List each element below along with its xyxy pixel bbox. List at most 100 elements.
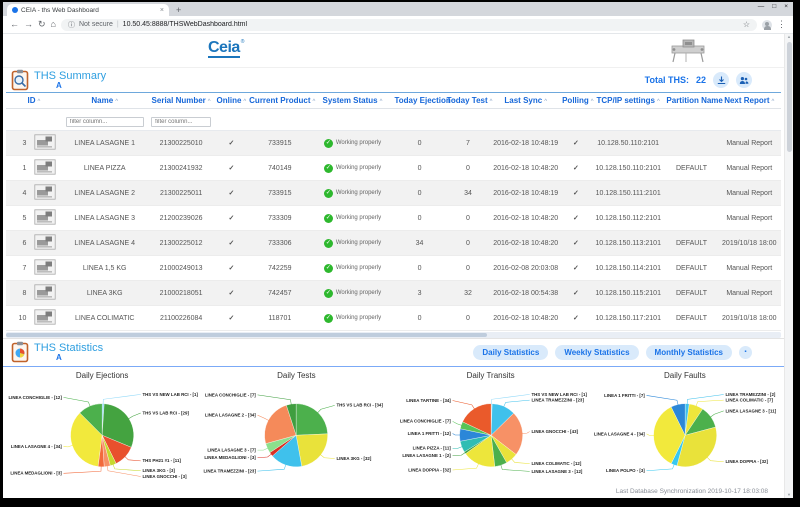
column-header-next-report[interactable]: Next Report ^ — [717, 92, 781, 109]
browser-tab[interactable]: CEIA - ths Web Dashboard × — [7, 4, 169, 16]
pie-label: LINEA LASAGNE 3 - [11] — [725, 408, 776, 413]
scroll-up-icon[interactable]: ▲ — [787, 34, 791, 39]
forward-button[interactable]: → — [24, 19, 33, 29]
window-close-button[interactable]: × — [784, 3, 788, 10]
column-header-polling[interactable]: Polling ^ — [561, 92, 594, 109]
column-header-serial-number[interactable]: Serial Number ^ — [147, 92, 215, 109]
label-leader-line — [452, 446, 463, 449]
filter-cell — [490, 108, 562, 131]
cell-serial-number: 21300241932 — [147, 155, 215, 181]
column-label: Last Sync — [504, 96, 543, 105]
sort-caret-icon[interactable]: ^ — [771, 99, 775, 105]
home-button[interactable]: ⌂ — [50, 19, 56, 29]
sort-caret-icon[interactable]: ^ — [243, 99, 247, 105]
column-header-current-product[interactable]: Current Product ^ — [248, 92, 315, 109]
browser-menu-icon[interactable]: ⋮ — [777, 19, 786, 29]
window-minimize-button[interactable]: — — [757, 3, 765, 10]
cell-current-product: 742259 — [248, 255, 312, 281]
statistics-options-button[interactable]: ▪ — [739, 345, 752, 359]
polling-check-icon: ✓ — [561, 155, 591, 181]
column-label: Name — [91, 96, 114, 105]
pie-label: THS PH21 #1 - [11] — [142, 458, 181, 463]
column-header-tcp-ip-settings[interactable]: TCP/IP settings ^ — [590, 92, 666, 109]
tab-strip: CEIA - ths Web Dashboard × + — □ × — [3, 2, 793, 16]
table-row[interactable]: 1 LINEA PIZZA 21300241932 ✓ 740149 ✓ Wor… — [6, 155, 781, 181]
filter-input-serial-number[interactable] — [151, 117, 212, 127]
cell-name: LINEA LASAGNE 1 — [61, 130, 148, 156]
cell-current-product: 118701 — [248, 305, 312, 331]
horizontal-scrollbar-thumb[interactable] — [6, 333, 487, 337]
window-maximize-button[interactable]: □ — [772, 3, 777, 10]
label-leader-line — [257, 414, 270, 421]
sort-caret-icon[interactable]: ^ — [379, 99, 383, 105]
scroll-down-icon[interactable]: ▼ — [787, 492, 791, 497]
scrollbar-thumb[interactable] — [786, 42, 792, 152]
button-weekly-statistics[interactable]: Weekly Statistics — [555, 344, 639, 360]
pie-label: LINEA PIZZA - [11] — [412, 446, 451, 451]
cell-system-status: ✓ Working properly — [311, 205, 394, 231]
column-header-system-status[interactable]: System Status ^ — [311, 92, 394, 109]
filter-cell — [311, 108, 394, 131]
column-header-online[interactable]: Online ^ — [214, 92, 249, 109]
button-daily-statistics[interactable]: Daily Statistics — [473, 344, 549, 360]
filter-cell — [561, 108, 591, 131]
label-leader-line — [452, 452, 466, 457]
table-row[interactable]: 5 LINEA LASAGNE 3 21200239026 ✓ 733309 ✓… — [6, 205, 781, 231]
reload-button[interactable]: ↻ — [38, 19, 46, 29]
label-leader-line — [257, 394, 292, 405]
url-field[interactable]: ⓘ Not secure | 10.50.45:8888/THSWebDashb… — [60, 18, 757, 31]
pie-label: LINEA TRAMEZZINI - [2] — [725, 392, 775, 397]
label-leader-line — [63, 444, 74, 448]
column-header-partition-name[interactable]: Partition Name ^ — [665, 92, 728, 109]
bookmark-star-icon[interactable]: ☆ — [742, 20, 750, 29]
export-button[interactable] — [713, 72, 729, 88]
tab-close-icon[interactable]: × — [159, 6, 164, 14]
cell-name: LINEA LASAGNE 2 — [61, 180, 148, 206]
summary-sort-indicator[interactable]: A — [56, 81, 62, 90]
table-row[interactable]: 3 LINEA LASAGNE 1 21300225010 ✓ 733915 ✓… — [6, 130, 781, 156]
table-row[interactable]: 4 LINEA LASAGNE 2 21300225011 ✓ 733915 ✓… — [6, 180, 781, 206]
cell-system-status: ✓ Working properly — [311, 230, 394, 256]
filter-input-name[interactable] — [65, 117, 144, 127]
table-row[interactable]: 8 LINEA 3KG 21000218051 ✓ 742457 ✓ Worki… — [6, 280, 781, 306]
filter-cell — [590, 108, 666, 131]
horizontal-scrollbar[interactable] — [6, 332, 781, 338]
table-row[interactable]: 7 LINEA 1,5 KG 21000249013 ✓ 742259 ✓ Wo… — [6, 255, 781, 281]
column-label: Serial Number — [151, 96, 206, 105]
statistics-sort-indicator[interactable]: A — [56, 353, 62, 362]
column-header-last-sync[interactable]: Last Sync ^ — [490, 92, 562, 109]
column-header-id[interactable]: ID ^ — [6, 92, 62, 109]
pie-label: LINEA 3KG - [3] — [142, 468, 175, 473]
profile-avatar-icon[interactable] — [762, 19, 772, 30]
column-header-today-ejection[interactable]: Today Ejection ^ — [393, 92, 456, 109]
cell-partition-name — [665, 130, 718, 156]
sort-caret-icon[interactable]: ^ — [207, 99, 211, 105]
pie-label: LINEA LASAGNE 3 - [7] — [208, 448, 257, 453]
back-button[interactable]: ← — [10, 19, 19, 29]
sort-caret-icon[interactable]: ^ — [544, 99, 548, 105]
sort-caret-icon[interactable]: ^ — [489, 99, 493, 105]
site-info-icon[interactable]: ⓘ — [67, 21, 75, 29]
page-scrollbar[interactable]: ▲ ▼ — [784, 34, 793, 498]
status-text: Working properly — [335, 140, 382, 146]
sort-caret-icon[interactable]: ^ — [37, 99, 41, 105]
machine-thumbnail — [28, 130, 62, 156]
column-header-today-test[interactable]: Today Test ^ — [445, 92, 493, 109]
table-row[interactable]: 6 LINEA LASAGNE 4 21300225012 ✓ 733306 ✓… — [6, 230, 781, 256]
sort-caret-icon[interactable]: ^ — [312, 99, 316, 105]
table-row[interactable]: 10 LINEA COLIMATIC 21100226084 ✓ 118701 … — [6, 305, 781, 331]
sort-caret-icon[interactable]: ^ — [590, 99, 594, 105]
polling-check-icon: ✓ — [561, 205, 591, 231]
address-bar: ← → ↻ ⌂ ⓘ Not secure | 10.50.45:8888/THS… — [3, 16, 793, 34]
sort-caret-icon[interactable]: ^ — [657, 99, 660, 105]
cell-today-test: 0 — [445, 305, 491, 331]
users-button[interactable] — [736, 72, 752, 88]
column-header-name[interactable]: Name ^ — [61, 92, 148, 109]
cell-serial-number: 21100226084 — [147, 305, 215, 331]
pie-label: THS VS LAB RCI - [34] — [337, 403, 384, 408]
new-tab-button[interactable]: + — [176, 5, 182, 15]
sort-caret-icon[interactable]: ^ — [115, 99, 119, 105]
label-leader-line — [257, 453, 273, 459]
button-monthly-statistics[interactable]: Monthly Statistics — [645, 344, 732, 360]
machine-photo-icon — [34, 259, 56, 275]
